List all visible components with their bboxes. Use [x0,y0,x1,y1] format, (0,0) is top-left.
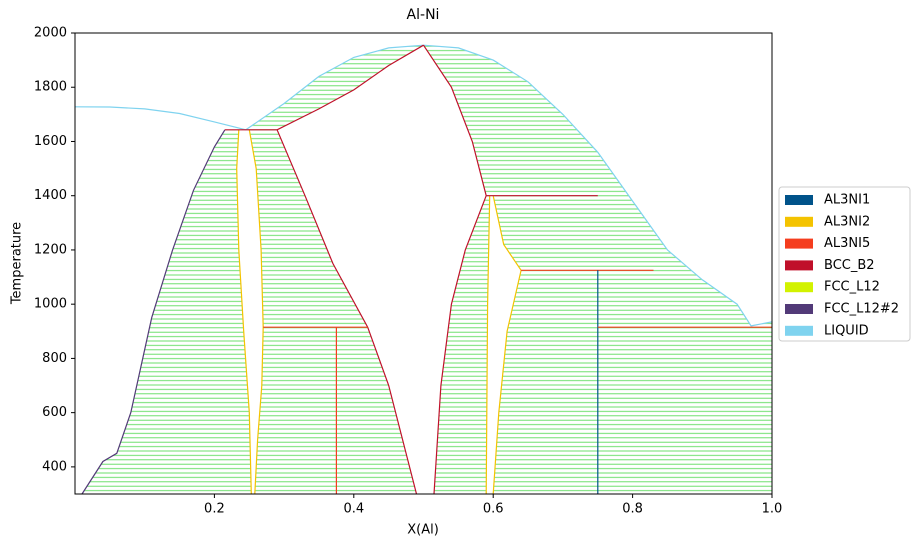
tie-line-region [245,45,424,130]
tie-line-regions [81,45,772,495]
phase-boundary [74,106,246,131]
legend: AL3NI1 AL3NI2 AL3NI5 BCC_B2 FCC_L12 FCC_L12#2… [778,186,911,342]
y-tick-label: 400 [42,459,67,474]
x-tick-label: 1.0 [762,502,783,517]
phase-boundary [492,270,522,495]
legend-swatch [785,282,813,293]
x-tick-label: 0.8 [622,502,643,517]
legend-swatch [785,238,813,249]
x-axis-label: X(Al) [407,523,439,538]
plot-frame [74,32,773,495]
x-tick-label: 0.4 [343,502,364,517]
phase-boundaries [74,44,773,495]
legend-label: AL3NI1 [824,193,870,208]
chart-title: Al-Ni [407,7,440,23]
legend-swatch [785,195,813,205]
x-tick-label: 0.2 [204,502,225,517]
legend-label: LIQUID [824,323,869,338]
legend-label: AL3NI5 [824,236,870,251]
phase-boundary [276,44,424,131]
phase-boundary [423,44,773,327]
tie-line-region [423,45,772,494]
y-tick-label: 1600 [34,134,67,149]
tie-line-region [81,129,252,494]
tie-line-region [249,129,417,494]
phase-boundary [245,44,424,131]
legend-swatch [785,304,813,314]
y-tick-label: 1800 [34,80,67,95]
legend-label: FCC_L12#2 [824,302,899,317]
y-tick-label: 1000 [34,297,67,312]
x-tick-label: 0.6 [483,502,504,517]
legend-label: BCC_B2 [824,258,875,273]
legend-swatch [785,216,813,227]
y-tick-label: 2000 [34,26,67,41]
legend-swatch [785,260,813,271]
legend-label: AL3NI2 [824,214,870,229]
phase-boundary [485,195,491,495]
y-tick-label: 800 [42,351,67,366]
y-tick-label: 1400 [34,188,67,203]
phase-boundary [492,195,522,271]
y-tick-label: 600 [42,405,67,420]
phase-boundary [276,129,418,495]
y-tick-label: 1200 [34,242,67,257]
phase-boundary [236,129,252,495]
phase-boundary [423,44,487,196]
legend-label: FCC_L12 [824,280,880,295]
y-axis-label: Temperature [10,222,25,305]
legend-swatch [785,325,813,336]
phase-boundary [81,129,226,495]
phase-boundary [433,195,487,495]
single-phase-region [486,195,522,495]
